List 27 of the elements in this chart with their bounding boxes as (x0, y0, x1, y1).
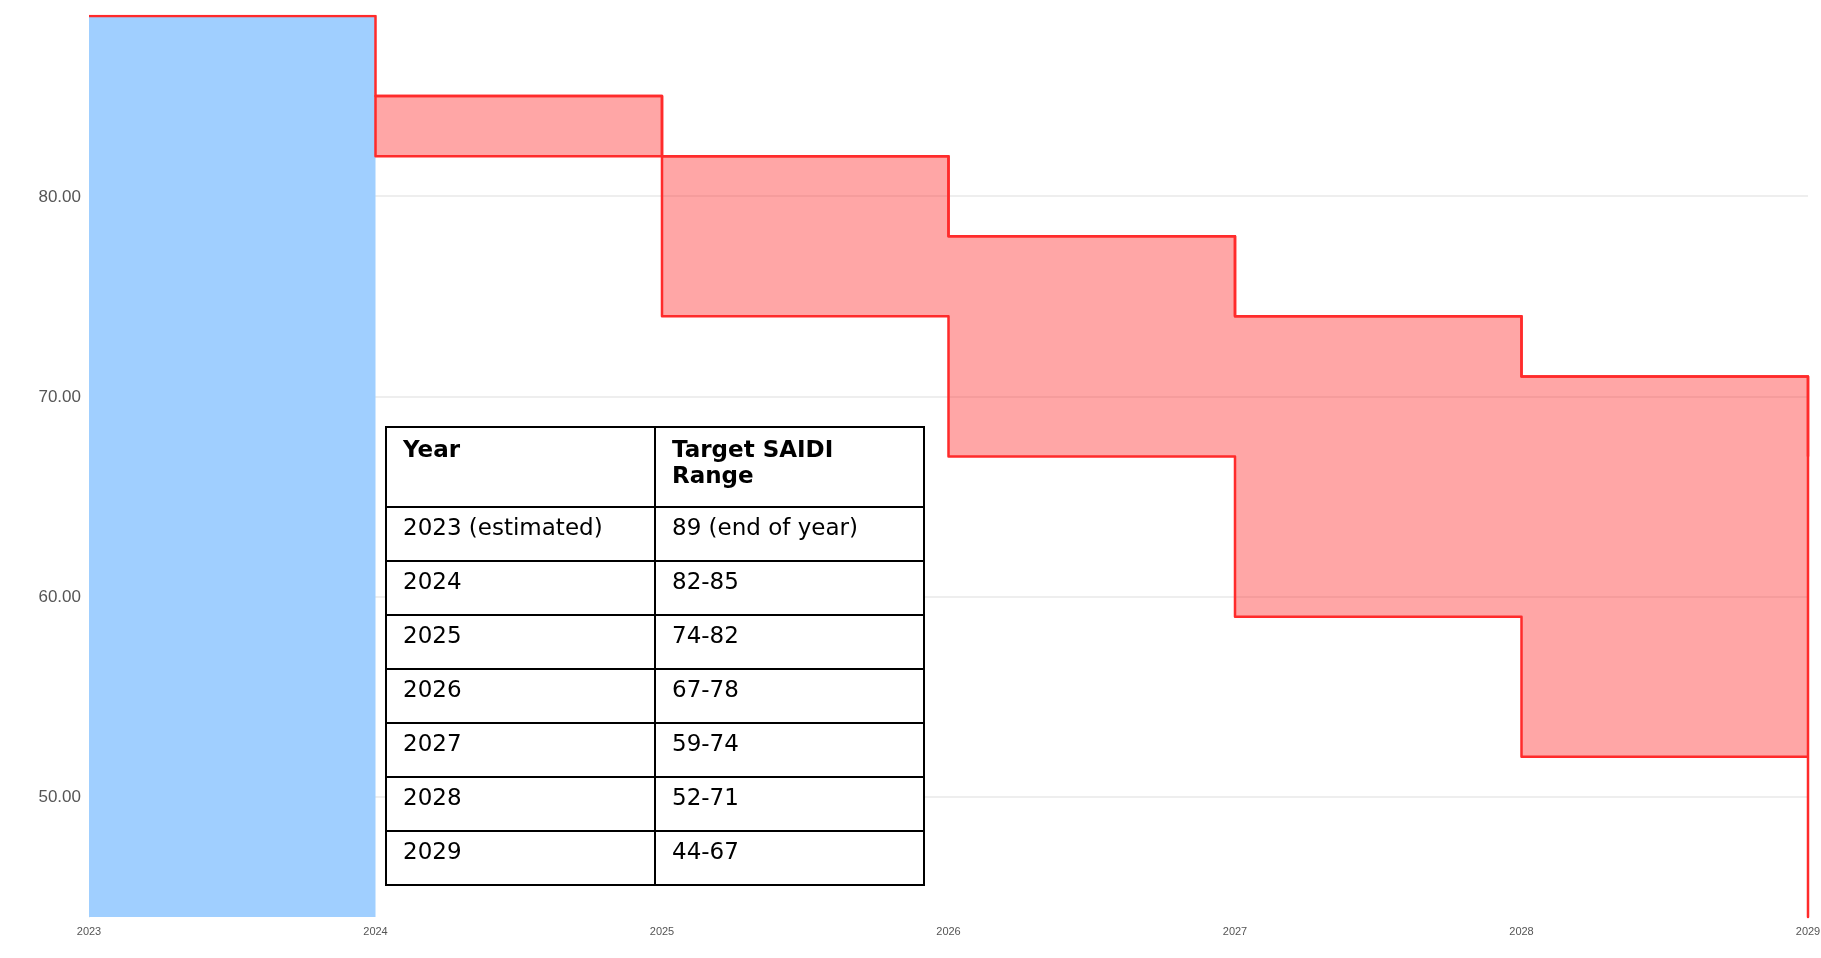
y-tick-label: 80.00 (38, 186, 81, 206)
annotation: 82-85 (655, 561, 924, 615)
x-tick-label: 2027 (1222, 924, 1248, 937)
annotation: 2029 (386, 831, 655, 885)
annotation: 89 (end of year) (655, 507, 924, 561)
y-tick-label: 60.00 (38, 587, 81, 607)
x-tick-label: 2024 (363, 924, 388, 937)
y-tick-label: 70.00 (38, 386, 81, 406)
y-tick-label: 50.00 (38, 787, 81, 807)
annotation: 44-67 (655, 831, 924, 885)
annotation: 2026 (386, 669, 655, 723)
annotation: 2023 (estimated) (386, 507, 655, 561)
x-tick-label: 2023 (76, 924, 102, 937)
annotation: 67-78 (655, 669, 924, 723)
x-tick-label: 2025 (649, 924, 675, 937)
annotation: 2024 (386, 561, 655, 615)
x-tick-label: 2028 (1509, 924, 1534, 937)
x-tick-label: 2026 (936, 924, 961, 937)
annotation: 2027 (386, 723, 655, 777)
annotation: 74-82 (655, 615, 924, 669)
annotation: Target SAIDI Range (672, 436, 835, 488)
annotation: 59-74 (655, 723, 924, 777)
annotation: 52-71 (655, 777, 924, 831)
annotation: 2025 (386, 615, 655, 669)
annotation: Year (386, 427, 655, 507)
annotation: 2028 (386, 777, 655, 831)
x-tick-label: 2029 (1795, 924, 1821, 937)
